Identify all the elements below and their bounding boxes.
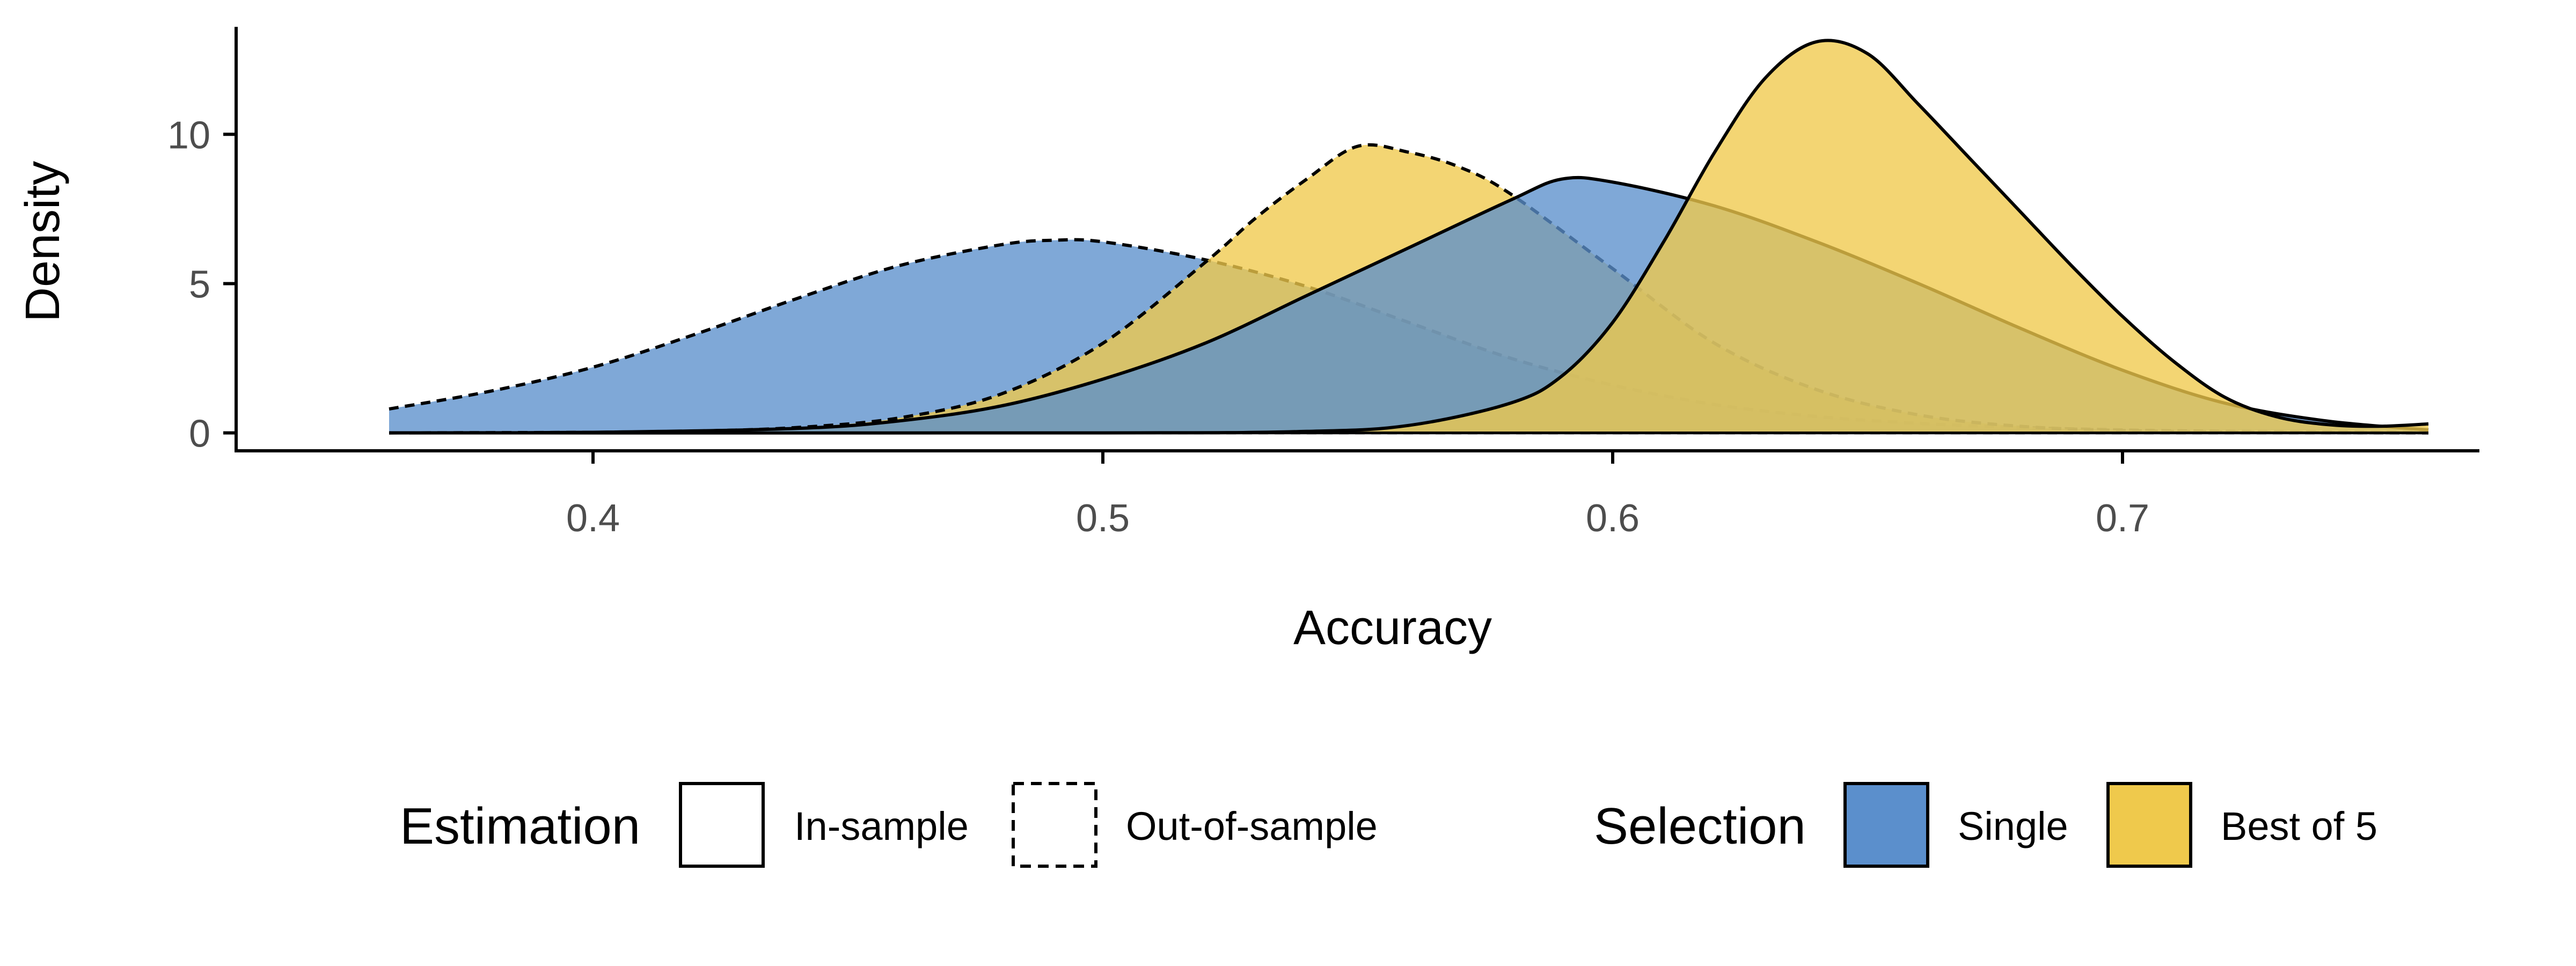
axes-layer bbox=[235, 27, 2479, 452]
legend: Estimation In-sample Out-of-sample Selec… bbox=[400, 782, 2377, 868]
x-tick-label: 0.5 bbox=[1076, 497, 1130, 540]
x-tick-label: 0.4 bbox=[566, 497, 620, 540]
y-tick-label: 0 bbox=[189, 413, 210, 456]
y-tick-label: 5 bbox=[189, 263, 210, 306]
y-axis-title: Density bbox=[16, 161, 70, 322]
legend-estimation: Estimation In-sample Out-of-sample bbox=[400, 782, 1378, 868]
legend-key-in-sample bbox=[679, 782, 765, 868]
legend-selection-title: Selection bbox=[1594, 797, 1806, 855]
x-tick-label: 0.7 bbox=[2096, 497, 2149, 540]
legend-label-best-of-5: Best of 5 bbox=[2221, 804, 2377, 848]
legend-label-out-of-sample: Out-of-sample bbox=[1126, 804, 1378, 848]
x-tick-label: 0.6 bbox=[1586, 497, 1640, 540]
ticks-layer: 0.4 0.5 0.6 0.7 0 5 10 bbox=[167, 114, 2149, 540]
density-area-best-of-5-in-sample bbox=[389, 40, 2428, 433]
legend-estimation-title: Estimation bbox=[400, 797, 640, 855]
x-axis-title: Accuracy bbox=[1293, 601, 1492, 655]
legend-label-in-sample: In-sample bbox=[794, 804, 969, 848]
legend-selection: Selection Single Best of 5 bbox=[1594, 782, 2377, 868]
y-tick-label: 10 bbox=[167, 114, 210, 157]
legend-key-out-of-sample bbox=[1012, 782, 1097, 868]
legend-label-single: Single bbox=[1958, 804, 2068, 848]
series-layer bbox=[389, 39, 2429, 435]
legend-key-best-of-5 bbox=[2106, 782, 2192, 868]
legend-key-single bbox=[1843, 782, 1929, 868]
